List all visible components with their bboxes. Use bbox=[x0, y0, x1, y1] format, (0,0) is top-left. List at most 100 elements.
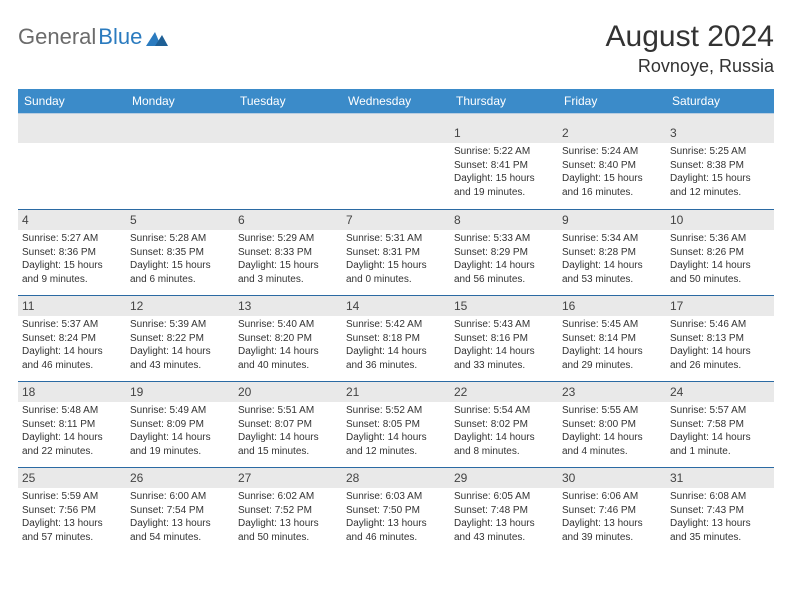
day-line-dl2: and 6 minutes. bbox=[130, 273, 230, 287]
day-line-ss: Sunset: 7:50 PM bbox=[346, 504, 446, 518]
day-details: Sunrise: 6:08 AMSunset: 7:43 PMDaylight:… bbox=[670, 490, 770, 544]
day-cell bbox=[234, 123, 342, 209]
day-details: Sunrise: 5:46 AMSunset: 8:13 PMDaylight:… bbox=[670, 318, 770, 372]
day-line-ss: Sunset: 8:41 PM bbox=[454, 159, 554, 173]
day-cell: 26Sunrise: 6:00 AMSunset: 7:54 PMDayligh… bbox=[126, 468, 234, 553]
day-line-dl2: and 29 minutes. bbox=[562, 359, 662, 373]
day-number-empty bbox=[126, 123, 234, 143]
day-line-dl2: and 9 minutes. bbox=[22, 273, 122, 287]
weekday-header: Saturday bbox=[666, 89, 774, 113]
day-line-ss: Sunset: 8:36 PM bbox=[22, 246, 122, 260]
day-number: 3 bbox=[666, 123, 774, 143]
day-line-dl2: and 15 minutes. bbox=[238, 445, 338, 459]
day-line-sr: Sunrise: 5:39 AM bbox=[130, 318, 230, 332]
day-details: Sunrise: 5:43 AMSunset: 8:16 PMDaylight:… bbox=[454, 318, 554, 372]
day-line-ss: Sunset: 8:02 PM bbox=[454, 418, 554, 432]
weekday-header-row: Sunday Monday Tuesday Wednesday Thursday… bbox=[18, 89, 774, 113]
day-cell: 19Sunrise: 5:49 AMSunset: 8:09 PMDayligh… bbox=[126, 382, 234, 467]
day-line-dl1: Daylight: 14 hours bbox=[346, 345, 446, 359]
day-number: 12 bbox=[126, 296, 234, 316]
day-details: Sunrise: 6:05 AMSunset: 7:48 PMDaylight:… bbox=[454, 490, 554, 544]
day-number: 16 bbox=[558, 296, 666, 316]
day-line-ss: Sunset: 7:52 PM bbox=[238, 504, 338, 518]
day-cell: 11Sunrise: 5:37 AMSunset: 8:24 PMDayligh… bbox=[18, 296, 126, 381]
day-cell: 3Sunrise: 5:25 AMSunset: 8:38 PMDaylight… bbox=[666, 123, 774, 209]
day-number: 15 bbox=[450, 296, 558, 316]
day-cell: 13Sunrise: 5:40 AMSunset: 8:20 PMDayligh… bbox=[234, 296, 342, 381]
logo: GeneralBlue bbox=[18, 20, 168, 50]
day-line-dl2: and 57 minutes. bbox=[22, 531, 122, 545]
day-line-dl2: and 56 minutes. bbox=[454, 273, 554, 287]
day-line-dl1: Daylight: 13 hours bbox=[670, 517, 770, 531]
day-cell bbox=[18, 123, 126, 209]
logo-text-2: Blue bbox=[98, 24, 142, 50]
day-line-ss: Sunset: 8:33 PM bbox=[238, 246, 338, 260]
day-number: 4 bbox=[18, 210, 126, 230]
day-line-dl2: and 19 minutes. bbox=[454, 186, 554, 200]
day-number: 6 bbox=[234, 210, 342, 230]
day-line-dl2: and 8 minutes. bbox=[454, 445, 554, 459]
day-details: Sunrise: 5:33 AMSunset: 8:29 PMDaylight:… bbox=[454, 232, 554, 286]
day-details: Sunrise: 5:22 AMSunset: 8:41 PMDaylight:… bbox=[454, 145, 554, 199]
day-details: Sunrise: 5:54 AMSunset: 8:02 PMDaylight:… bbox=[454, 404, 554, 458]
day-details: Sunrise: 5:28 AMSunset: 8:35 PMDaylight:… bbox=[130, 232, 230, 286]
day-line-sr: Sunrise: 5:37 AM bbox=[22, 318, 122, 332]
weekday-header: Wednesday bbox=[342, 89, 450, 113]
day-line-ss: Sunset: 7:58 PM bbox=[670, 418, 770, 432]
day-line-dl2: and 46 minutes. bbox=[346, 531, 446, 545]
day-line-dl1: Daylight: 14 hours bbox=[238, 431, 338, 445]
weekday-header: Friday bbox=[558, 89, 666, 113]
day-line-dl2: and 50 minutes. bbox=[238, 531, 338, 545]
day-line-dl1: Daylight: 15 hours bbox=[22, 259, 122, 273]
day-details: Sunrise: 6:02 AMSunset: 7:52 PMDaylight:… bbox=[238, 490, 338, 544]
day-number-empty bbox=[234, 123, 342, 143]
day-line-sr: Sunrise: 5:28 AM bbox=[130, 232, 230, 246]
day-number: 9 bbox=[558, 210, 666, 230]
day-cell: 22Sunrise: 5:54 AMSunset: 8:02 PMDayligh… bbox=[450, 382, 558, 467]
day-cell: 28Sunrise: 6:03 AMSunset: 7:50 PMDayligh… bbox=[342, 468, 450, 553]
day-line-dl1: Daylight: 15 hours bbox=[454, 172, 554, 186]
day-line-dl1: Daylight: 14 hours bbox=[670, 431, 770, 445]
day-line-ss: Sunset: 8:24 PM bbox=[22, 332, 122, 346]
day-line-dl2: and 12 minutes. bbox=[670, 186, 770, 200]
day-details: Sunrise: 5:59 AMSunset: 7:56 PMDaylight:… bbox=[22, 490, 122, 544]
day-line-dl1: Daylight: 14 hours bbox=[130, 431, 230, 445]
day-line-dl2: and 19 minutes. bbox=[130, 445, 230, 459]
day-cell: 16Sunrise: 5:45 AMSunset: 8:14 PMDayligh… bbox=[558, 296, 666, 381]
day-number: 14 bbox=[342, 296, 450, 316]
day-cell: 9Sunrise: 5:34 AMSunset: 8:28 PMDaylight… bbox=[558, 210, 666, 295]
location: Rovnoye, Russia bbox=[606, 56, 774, 77]
day-line-dl1: Daylight: 15 hours bbox=[562, 172, 662, 186]
day-line-dl2: and 0 minutes. bbox=[346, 273, 446, 287]
day-line-dl1: Daylight: 13 hours bbox=[22, 517, 122, 531]
day-line-dl1: Daylight: 13 hours bbox=[454, 517, 554, 531]
day-number: 29 bbox=[450, 468, 558, 488]
day-cell: 24Sunrise: 5:57 AMSunset: 7:58 PMDayligh… bbox=[666, 382, 774, 467]
day-cell: 2Sunrise: 5:24 AMSunset: 8:40 PMDaylight… bbox=[558, 123, 666, 209]
day-line-dl1: Daylight: 15 hours bbox=[346, 259, 446, 273]
day-line-sr: Sunrise: 5:49 AM bbox=[130, 404, 230, 418]
day-number: 22 bbox=[450, 382, 558, 402]
day-line-ss: Sunset: 8:20 PM bbox=[238, 332, 338, 346]
day-line-ss: Sunset: 8:28 PM bbox=[562, 246, 662, 260]
day-line-dl2: and 53 minutes. bbox=[562, 273, 662, 287]
day-line-dl1: Daylight: 14 hours bbox=[22, 345, 122, 359]
week-row: 11Sunrise: 5:37 AMSunset: 8:24 PMDayligh… bbox=[18, 295, 774, 381]
day-line-dl1: Daylight: 14 hours bbox=[130, 345, 230, 359]
day-line-sr: Sunrise: 5:42 AM bbox=[346, 318, 446, 332]
day-details: Sunrise: 5:24 AMSunset: 8:40 PMDaylight:… bbox=[562, 145, 662, 199]
day-line-dl2: and 16 minutes. bbox=[562, 186, 662, 200]
day-line-sr: Sunrise: 5:24 AM bbox=[562, 145, 662, 159]
day-number: 27 bbox=[234, 468, 342, 488]
day-number: 18 bbox=[18, 382, 126, 402]
day-line-dl1: Daylight: 13 hours bbox=[238, 517, 338, 531]
day-cell: 7Sunrise: 5:31 AMSunset: 8:31 PMDaylight… bbox=[342, 210, 450, 295]
day-line-sr: Sunrise: 5:43 AM bbox=[454, 318, 554, 332]
day-line-sr: Sunrise: 5:25 AM bbox=[670, 145, 770, 159]
day-number-empty bbox=[18, 123, 126, 143]
day-number-empty bbox=[342, 123, 450, 143]
day-line-dl1: Daylight: 14 hours bbox=[346, 431, 446, 445]
day-cell: 27Sunrise: 6:02 AMSunset: 7:52 PMDayligh… bbox=[234, 468, 342, 553]
day-line-sr: Sunrise: 6:00 AM bbox=[130, 490, 230, 504]
day-line-sr: Sunrise: 5:27 AM bbox=[22, 232, 122, 246]
